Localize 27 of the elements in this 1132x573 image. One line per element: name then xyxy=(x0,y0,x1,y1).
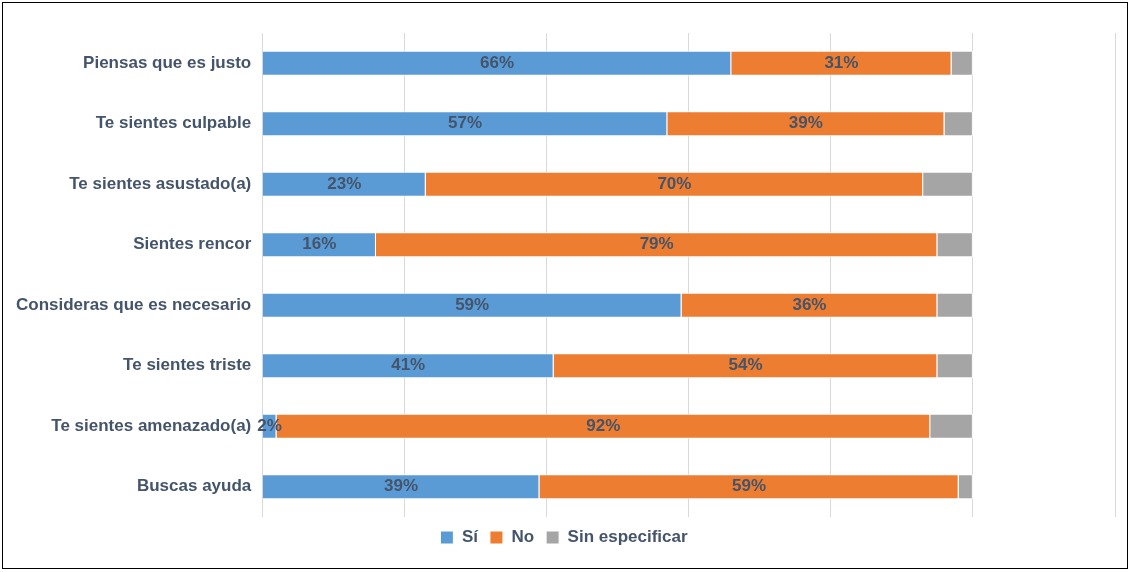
y-tick-label: Piensas que es justo xyxy=(83,52,252,72)
legend-label: Sí xyxy=(461,527,480,547)
data-label: 31% xyxy=(824,52,859,72)
y-tick-label: Te sientes amenazado(a) xyxy=(51,415,252,435)
y-tick-label: Te sientes culpable xyxy=(95,113,252,133)
data-label: 59% xyxy=(732,476,767,496)
data-label: 70% xyxy=(657,173,692,193)
data-label: 39% xyxy=(788,113,823,133)
legend-label: Sin especificar xyxy=(567,527,688,547)
y-tick-label: Te sientes asustado(a) xyxy=(69,173,252,193)
data-label: 23% xyxy=(327,173,362,193)
y-tick-label: Buscas ayuda xyxy=(136,476,252,496)
y-tick-label: Sientes rencor xyxy=(133,234,252,254)
y-tick-label: Te sientes triste xyxy=(123,355,252,375)
data-label: 57% xyxy=(448,113,483,133)
data-label: 79% xyxy=(639,234,674,254)
data-label: 59% xyxy=(455,294,490,314)
data-label: 36% xyxy=(792,294,827,314)
y-tick-label: Consideras que es necesario xyxy=(15,294,252,314)
data-label: 66% xyxy=(480,52,515,72)
data-label: 39% xyxy=(384,476,419,496)
data-label: 16% xyxy=(302,234,337,254)
data-label: 54% xyxy=(728,355,763,375)
data-label: 2% xyxy=(257,415,282,435)
data-label: 41% xyxy=(391,355,426,375)
legend-label: No xyxy=(511,527,535,547)
data-label: 92% xyxy=(586,415,621,435)
